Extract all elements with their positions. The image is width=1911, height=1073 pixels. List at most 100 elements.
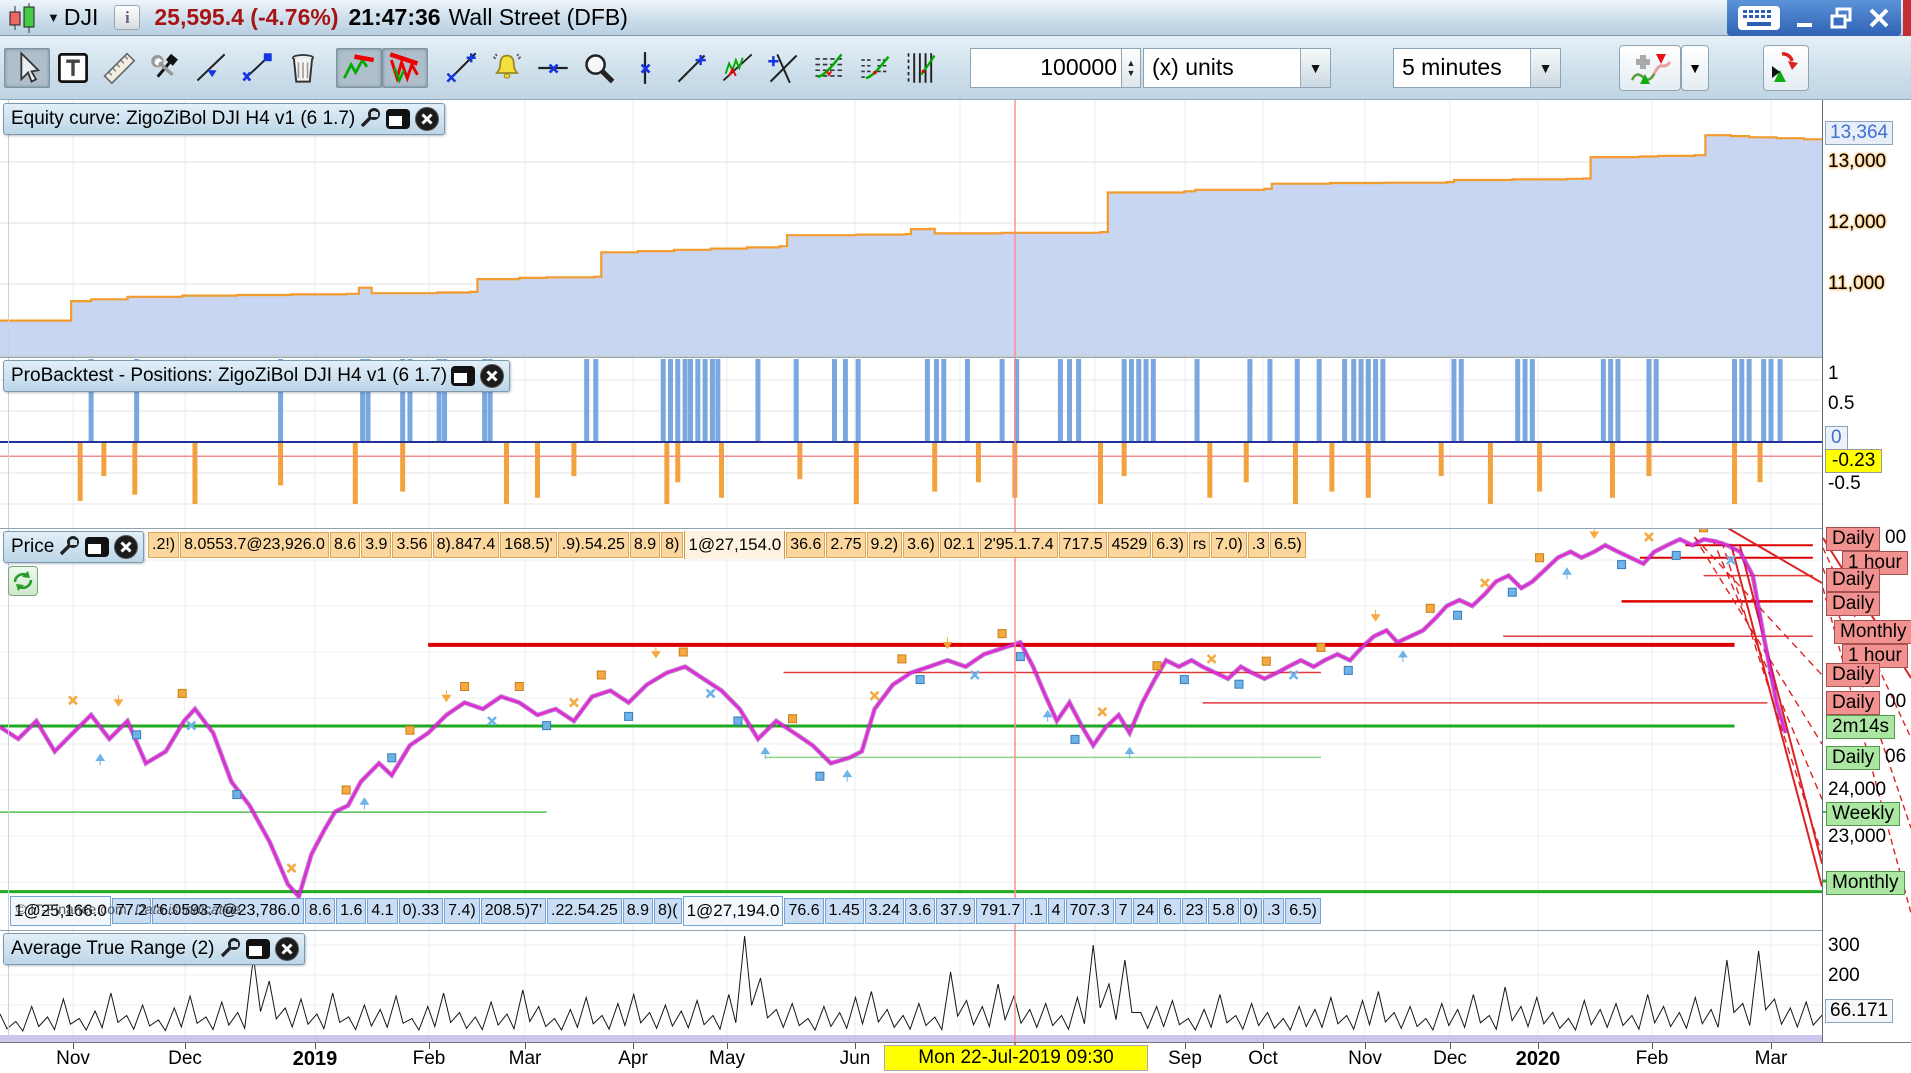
trade-label[interactable]: 76.6 — [784, 898, 824, 924]
atr-chart[interactable] — [0, 930, 1822, 1042]
period-label[interactable]: 1 hour — [1842, 644, 1908, 668]
trade-label[interactable]: 8.0553.7@23,926.0 — [180, 532, 329, 558]
chart-switch-button[interactable] — [1763, 44, 1809, 91]
semi-line-tool-button[interactable] — [188, 39, 234, 97]
add-indicator-button[interactable] — [1619, 44, 1681, 91]
trade-label[interactable]: 6.5) — [1285, 898, 1321, 924]
trade-label[interactable]: 24 — [1132, 898, 1159, 924]
trade-label[interactable]: 3.24 — [864, 898, 904, 924]
trade-label[interactable]: 208.5)7' — [480, 898, 547, 924]
trade-label[interactable]: .2!) — [148, 532, 180, 558]
quantity-input[interactable] — [970, 47, 1122, 88]
period-label[interactable]: Daily — [1826, 568, 1881, 592]
wrench-icon[interactable] — [57, 535, 81, 559]
segment-tool-button[interactable] — [234, 39, 280, 97]
trade-label[interactable]: 8).847.4 — [432, 532, 500, 558]
period-label[interactable]: Daily — [1826, 746, 1881, 770]
tools-settings-button[interactable] — [142, 39, 188, 97]
period-label[interactable]: Daily — [1826, 592, 1881, 616]
close-panel-icon[interactable] — [479, 363, 505, 389]
price-chart[interactable] — [0, 528, 1822, 930]
time-axis[interactable]: Mon 22-Jul-2019 09:30 Nov Dec 2019 Feb Mar Ap… — [0, 1042, 1911, 1073]
trade-label[interactable]: 36.6 — [786, 532, 826, 558]
trade-label[interactable]: 7 — [1114, 898, 1132, 924]
fib-projection-tool-button[interactable] — [852, 39, 898, 97]
vline-tool-button[interactable] — [622, 39, 668, 97]
trade-label[interactable]: 2'95.1.7.4 — [979, 532, 1058, 558]
equity-panel-title[interactable]: Equity curve: ZigoZiBol DJI H4 v1 (6 1.7… — [3, 103, 446, 135]
quantity-stepper[interactable]: ▲ ▼ — [1122, 47, 1141, 88]
period-label[interactable]: Monthly — [1834, 620, 1911, 644]
fib-tool-button[interactable] — [806, 39, 852, 97]
detach-window-icon[interactable] — [385, 107, 411, 131]
y-axis-column[interactable]: 13,364 13,000 12,000 11,000 1 0.5 0 -0.23 -0.5 Da… — [1822, 100, 1911, 1073]
trade-label[interactable]: 8.6 — [304, 898, 336, 924]
equity-chart[interactable] — [0, 100, 1822, 357]
trade-label[interactable]: 7.4) — [444, 898, 480, 924]
trade-label[interactable]: 8)( — [654, 898, 682, 924]
trade-label[interactable]: 4.1 — [367, 898, 398, 924]
atr-panel-title[interactable]: Average True Range (2) — [3, 933, 305, 965]
trade-label[interactable]: 8.6 — [329, 532, 361, 558]
trade-label[interactable]: 77.2 — [111, 898, 152, 924]
period-label[interactable]: Daily — [1826, 527, 1881, 551]
hline-tool-button[interactable] — [530, 39, 576, 97]
trade-label[interactable]: 791.7 — [976, 898, 1025, 924]
trade-label[interactable]: 9.2) — [866, 532, 903, 558]
trade-label[interactable]: 3.6 — [904, 898, 936, 924]
trade-label[interactable]: 707.3 — [1065, 898, 1114, 924]
vlines-pack-tool-button[interactable] — [898, 39, 944, 97]
restore-button[interactable] — [1829, 6, 1853, 30]
trade-label[interactable]: .3 — [1247, 532, 1270, 558]
trade-label[interactable]: 4529 — [1107, 532, 1152, 558]
period-label[interactable]: Daily — [1826, 663, 1881, 687]
trade-label[interactable]: 6.3) — [1152, 532, 1188, 558]
alert-tool-button[interactable] — [484, 39, 530, 97]
trade-label[interactable]: 717.5 — [1058, 532, 1107, 558]
units-select-arrow[interactable]: ▼ — [1300, 48, 1330, 87]
trade-label[interactable]: .1 — [1025, 898, 1047, 924]
trendline-tool-button[interactable] — [438, 39, 484, 97]
trade-label[interactable]: 8.9 — [629, 532, 661, 558]
period-label[interactable]: Weekly — [1826, 802, 1900, 826]
instrument-dropdown-arrow[interactable]: ▼ — [47, 10, 60, 25]
timeframe-select-arrow[interactable]: ▼ — [1530, 48, 1560, 87]
trade-label[interactable]: 02.1 — [939, 532, 979, 558]
trade-label[interactable]: 0).33 — [398, 898, 444, 924]
wrench-icon[interactable] — [218, 937, 242, 961]
ruler-tool-button[interactable] — [96, 39, 142, 97]
detach-window-icon[interactable] — [450, 364, 476, 388]
close-panel-icon[interactable] — [414, 106, 440, 132]
trade-label[interactable]: 0) — [1239, 898, 1262, 924]
cursor-tool-button[interactable] — [4, 47, 50, 88]
trade-label[interactable]: 6.5) — [1270, 532, 1306, 558]
detach-window-icon[interactable] — [245, 937, 271, 961]
trade-label[interactable]: 37.9 — [936, 898, 976, 924]
trade-label[interactable]: 3.6) — [903, 532, 939, 558]
trade-label[interactable]: .22.54.25 — [547, 898, 622, 924]
period-label[interactable]: Monthly — [1826, 871, 1905, 895]
channel-tool-button[interactable] — [714, 39, 760, 97]
close-panel-icon[interactable] — [274, 936, 300, 962]
trade-label[interactable]: '6.0593.7@23,786.0 — [152, 898, 304, 924]
trade-label[interactable]: 2.75 — [826, 532, 866, 558]
positions-panel-title[interactable]: ProBacktest - Positions: ZigoZiBol DJI H… — [3, 360, 511, 392]
trade-label[interactable]: 8.9 — [622, 898, 653, 924]
trade-label[interactable]: 168.5)' — [500, 532, 557, 558]
minimize-button[interactable] — [1795, 7, 1815, 29]
keyboard-icon[interactable] — [1737, 5, 1781, 31]
trade-label[interactable]: 1@27,194.0 — [682, 896, 784, 926]
trade-label[interactable]: 1.6 — [336, 898, 367, 924]
trade-label[interactable]: rs — [1188, 532, 1211, 558]
trade-label[interactable]: 1@27,154.0 — [684, 531, 786, 559]
text-tool-button[interactable] — [50, 39, 96, 97]
zoom-tool-button[interactable] — [576, 39, 622, 97]
trade-label[interactable]: 4 — [1047, 898, 1065, 924]
period-label[interactable]: 2m14s — [1826, 715, 1896, 739]
detach-window-icon[interactable] — [84, 535, 110, 559]
zigzag2-tool-button[interactable] — [382, 47, 428, 88]
close-panel-icon[interactable] — [113, 534, 139, 560]
delete-tool-button[interactable] — [280, 39, 326, 97]
trade-label[interactable]: 8) — [661, 532, 684, 558]
chart-plot-area[interactable] — [0, 100, 1822, 1042]
